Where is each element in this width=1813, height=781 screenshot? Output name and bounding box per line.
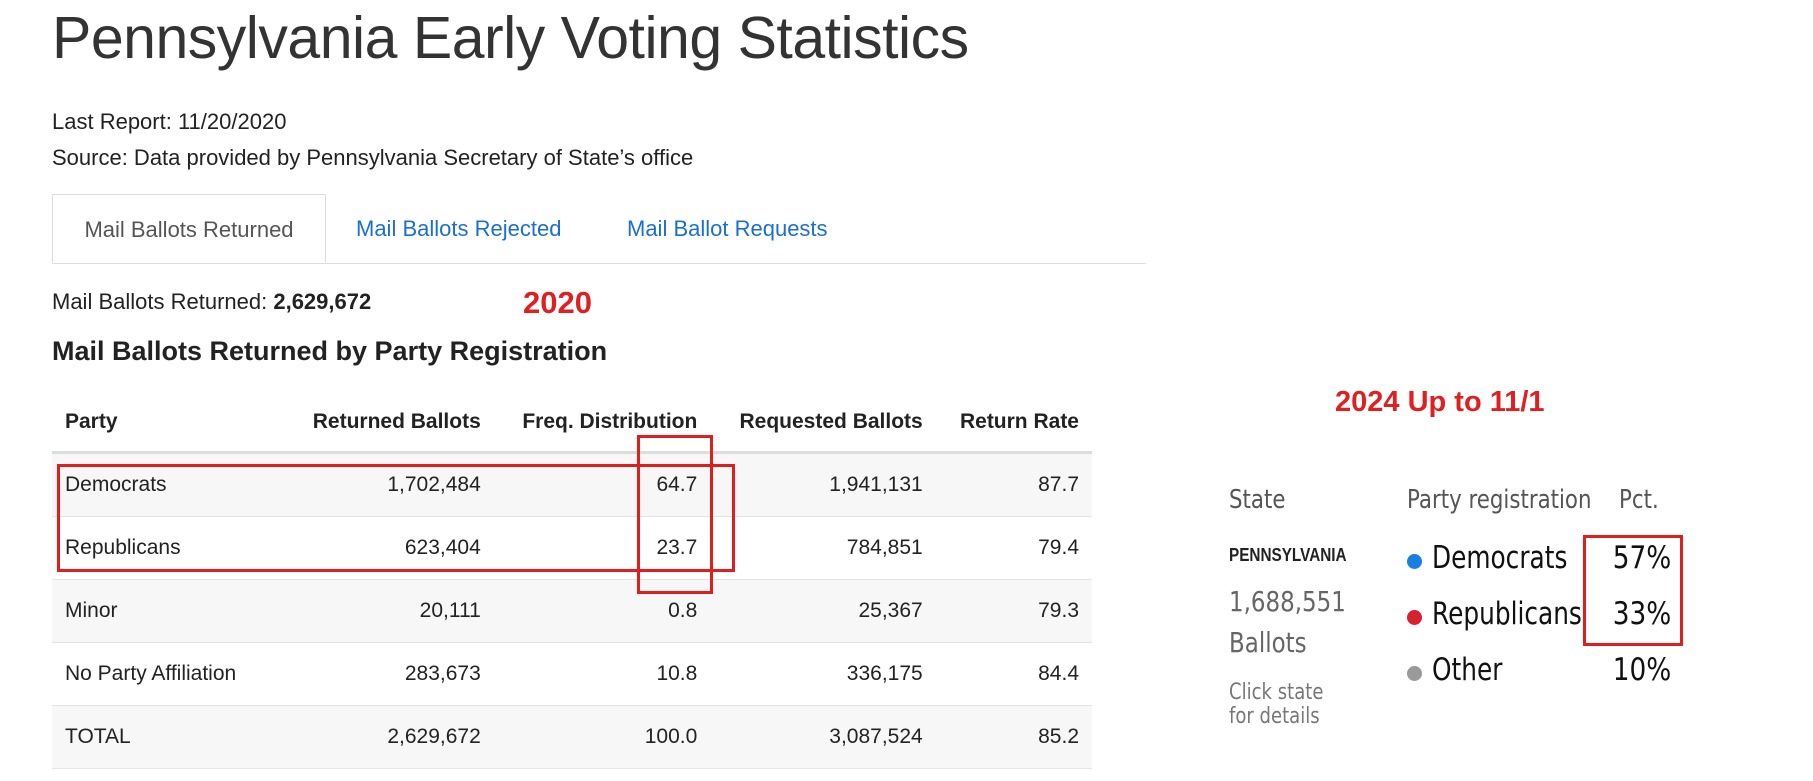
cell-return-rate: 85.2 — [935, 705, 1092, 769]
tab-bar: Mail Ballots Returned Mail Ballots Rejec… — [52, 194, 1146, 264]
table-heading: Mail Ballots Returned by Party Registrat… — [52, 336, 608, 366]
source-text: Source: Data provided by Pennsylvania Se… — [52, 145, 694, 170]
summary-value: 2,629,672 — [273, 289, 372, 314]
table-row: Minor 20,111 0.8 25,367 79.3 — [52, 579, 1092, 643]
widget-col-party-registration: Party registration — [1407, 485, 1592, 515]
legend-label: Democrats — [1432, 540, 1568, 576]
cell-freq: 10.8 — [493, 642, 711, 706]
legend-label: Republicans — [1432, 596, 1582, 632]
tab-mail-ballots-rejected[interactable]: Mail Ballots Rejected — [356, 216, 562, 241]
page-title: Pennsylvania Early Voting Statistics — [52, 5, 969, 71]
cell-party: Democrats — [52, 452, 285, 517]
table-row: No Party Affiliation 283,673 10.8 336,17… — [52, 642, 1092, 706]
cell-returned: 623,404 — [284, 516, 494, 580]
table-header-row: Party Returned Ballots Freq. Distributio… — [52, 392, 1092, 454]
cell-freq: 64.7 — [493, 452, 711, 517]
cell-return-rate: 84.4 — [935, 642, 1092, 706]
cell-freq: 23.7 — [493, 516, 711, 580]
table-row: Republicans 623,404 23.7 784,851 79.4 — [52, 516, 1092, 580]
cell-return-rate: 79.3 — [935, 579, 1092, 643]
col-header-returned: Returned Ballots — [284, 392, 494, 454]
legend-pct: 33% — [1612, 596, 1672, 632]
col-header-party: Party — [52, 392, 285, 454]
mail-ballots-returned-summary: Mail Ballots Returned: 2,629,672 — [52, 289, 371, 315]
cell-returned: 283,673 — [284, 642, 494, 706]
table-row-total: TOTAL 2,629,672 100.0 3,087,524 85.2 — [52, 705, 1092, 769]
cell-return-rate: 79.4 — [935, 516, 1092, 580]
cell-requested: 784,851 — [710, 516, 936, 580]
summary-label: Mail Ballots Returned: — [52, 289, 268, 314]
col-header-requested: Requested Ballots — [710, 392, 936, 454]
party-registration-table: Party Returned Ballots Freq. Distributio… — [52, 392, 1092, 769]
annotation-2024: 2024 Up to 11/1 — [1335, 386, 1545, 418]
blue-dot-icon — [1407, 554, 1422, 569]
cell-requested: 25,367 — [710, 579, 936, 643]
widget-col-state: State — [1229, 485, 1286, 515]
legend-label: Other — [1432, 652, 1503, 688]
cell-returned: 20,111 — [284, 579, 494, 643]
cell-returned: 2,629,672 — [284, 705, 494, 769]
table-row: Democrats 1,702,484 64.7 1,941,131 87.7 — [52, 452, 1092, 517]
cell-freq: 0.8 — [493, 579, 711, 643]
cell-party: No Party Affiliation — [52, 642, 285, 706]
col-header-freq: Freq. Distribution — [493, 392, 711, 454]
widget-col-pct: Pct. — [1619, 485, 1659, 515]
red-dot-icon — [1407, 610, 1422, 625]
cell-party: Republicans — [52, 516, 285, 580]
tab-mail-ballots-returned[interactable]: Mail Ballots Returned — [52, 194, 326, 263]
cell-party: Minor — [52, 579, 285, 643]
ballots-count: 1,688,551 — [1229, 585, 1346, 618]
cell-freq: 100.0 — [493, 705, 711, 769]
col-header-return-rate: Return Rate — [935, 392, 1092, 454]
state-name: PENNSYLVANIA — [1229, 545, 1347, 565]
cell-party: TOTAL — [52, 705, 285, 769]
click-state-hint[interactable]: Click state for details — [1229, 680, 1324, 729]
cell-requested: 336,175 — [710, 642, 936, 706]
legend-pct: 57% — [1612, 540, 1672, 576]
gray-dot-icon — [1407, 666, 1422, 681]
cell-return-rate: 87.7 — [935, 452, 1092, 517]
annotation-2020: 2020 — [523, 285, 592, 320]
ballots-label: Ballots — [1229, 626, 1307, 659]
cell-returned: 1,702,484 — [284, 452, 494, 517]
legend-pct: 10% — [1612, 652, 1672, 688]
last-report-text: Last Report: 11/20/2020 — [52, 109, 287, 134]
cell-requested: 1,941,131 — [710, 452, 936, 517]
cell-requested: 3,087,524 — [710, 705, 936, 769]
tab-mail-ballot-requests[interactable]: Mail Ballot Requests — [627, 216, 828, 241]
